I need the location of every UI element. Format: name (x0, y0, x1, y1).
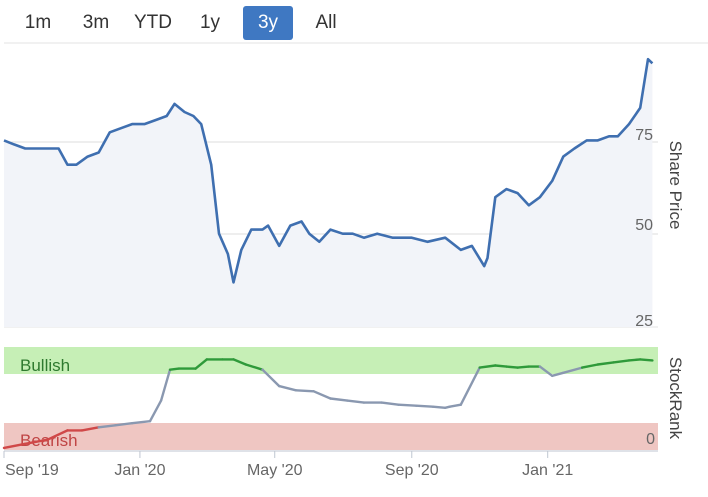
stockrank-segment (639, 358, 654, 362)
stockrank-segment (397, 403, 418, 407)
stockrank-segment (431, 405, 447, 409)
stockrank-segment (2, 442, 27, 450)
stockrank-segment (159, 368, 172, 402)
stockrank-segment (612, 359, 631, 364)
x-tick-label: Jan '20 (114, 462, 165, 479)
stockrank-segment (194, 358, 209, 370)
stockrank-segment (312, 390, 332, 400)
stockrank-segment (244, 363, 264, 371)
stockrank-axis-title: StockRank (666, 357, 685, 440)
stockrank-line (2, 358, 654, 450)
stockrank-segment (168, 367, 181, 371)
stockrank-segment (562, 366, 584, 374)
price-tick-label-25: 25 (635, 313, 653, 330)
price-panel: 75 50 25 Share Price (3, 42, 708, 330)
range-button-1m[interactable]: 1m (16, 6, 60, 40)
price-tick-label-50: 50 (635, 217, 653, 234)
price-area (4, 59, 653, 327)
bearish-zone-label: Bearish (20, 431, 78, 450)
range-button-1y[interactable]: 1y (190, 6, 230, 40)
bullish-zone (4, 347, 658, 374)
stockrank-segment (596, 361, 615, 366)
stockrank-segment (80, 426, 100, 432)
stockrank-tick-label-0: 0 (646, 431, 655, 448)
x-tick-label: Jan '21 (522, 462, 573, 479)
range-button-all[interactable]: All (304, 6, 348, 40)
stockrank-segment (494, 364, 508, 368)
stockrank-segment (148, 399, 163, 423)
x-tick-label: Sep '19 (5, 462, 59, 479)
x-tick-label: May '20 (247, 462, 303, 479)
range-button-3m[interactable]: 3m (72, 6, 120, 40)
x-axis: Sep '19 Jan '20 May '20 Sep '20 Jan '21 (3, 450, 658, 479)
stockrank-segment (627, 358, 642, 362)
stockrank-segment (232, 358, 248, 366)
stockrank-segment (97, 424, 117, 429)
stockrank-segment (581, 363, 599, 369)
stockrank-segment (278, 384, 298, 392)
stockrank-segment (294, 389, 315, 393)
stockrank-segment (415, 404, 435, 408)
stockrank-segment (130, 420, 152, 425)
stockrank-panel: Bullish Bearish 0 StockRank (2, 347, 685, 450)
stockrank-segment (459, 366, 481, 406)
x-tick-label: Sep '20 (385, 462, 439, 479)
stockrank-segment (538, 365, 554, 377)
stockrank-segment (448, 403, 462, 408)
range-button-3y[interactable]: 3y (243, 6, 293, 40)
range-button-ytd[interactable]: YTD (128, 6, 178, 40)
stockrank-segment (24, 438, 49, 445)
stockrank-segment (478, 364, 497, 369)
price-tick-label-75: 75 (635, 127, 653, 144)
stockrank-segment (261, 368, 281, 388)
stockrank-segment (380, 401, 400, 406)
stockrank-segment (505, 365, 519, 369)
price-line (3, 57, 654, 284)
range-selector: 1m 3m YTD 1y 3y All (0, 0, 708, 44)
stockrank-segment (114, 422, 134, 427)
bearish-zone (4, 423, 658, 450)
bullish-zone-label: Bullish (20, 356, 70, 375)
stockrank-segment (346, 399, 366, 404)
stockrank-segment (551, 371, 565, 377)
stockrank-segment (516, 365, 530, 369)
price-axis-title: Share Price (666, 141, 685, 230)
stockrank-segment (46, 429, 69, 441)
stockrank-segment (329, 397, 349, 402)
